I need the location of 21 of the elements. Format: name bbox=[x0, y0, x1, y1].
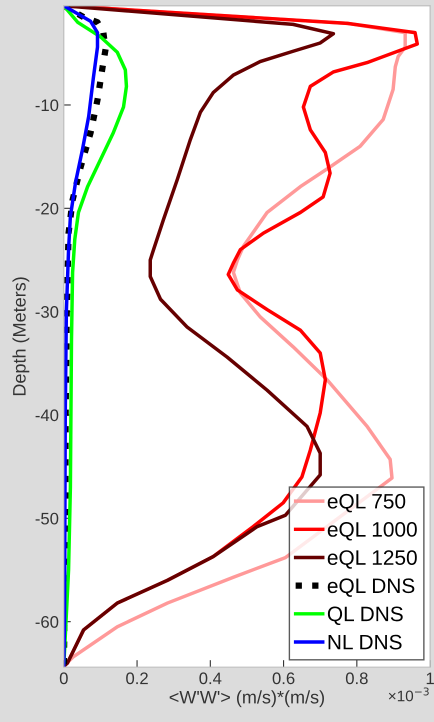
y-tick-label: -20 bbox=[36, 202, 58, 215]
y-tick-label: -30 bbox=[36, 306, 58, 318]
x-tick-label: 1 bbox=[426, 672, 434, 684]
legend-label: eQL 750 bbox=[328, 494, 406, 512]
legend-label: eQL 1250 bbox=[328, 550, 417, 569]
x-axis-title: <W'W'> (m/s)*(m/s) bbox=[170, 690, 324, 708]
legend-label: eQL 1000 bbox=[328, 522, 417, 541]
y-tick-label: -50 bbox=[36, 512, 58, 525]
y-tick-label: -60 bbox=[36, 616, 58, 628]
x-tick-label: 0.4 bbox=[199, 672, 222, 684]
text: ×10$^{−3}$ bbox=[388, 687, 429, 702]
x-tick-label: 0.2 bbox=[126, 672, 148, 684]
y-tick-label: -40 bbox=[36, 409, 58, 422]
legend-label: eQL DNS bbox=[328, 578, 414, 597]
x-tick-label: 0 bbox=[60, 672, 68, 684]
legend-label: QL DNS bbox=[328, 606, 403, 626]
x-tick-label: 0.8 bbox=[346, 672, 368, 684]
y-axis-title: Depth (Meters) bbox=[12, 277, 30, 396]
y-tick-label: -10 bbox=[36, 99, 58, 112]
x-tick-label: 0.6 bbox=[272, 672, 294, 684]
legend-label: NL DNS bbox=[328, 634, 402, 650]
